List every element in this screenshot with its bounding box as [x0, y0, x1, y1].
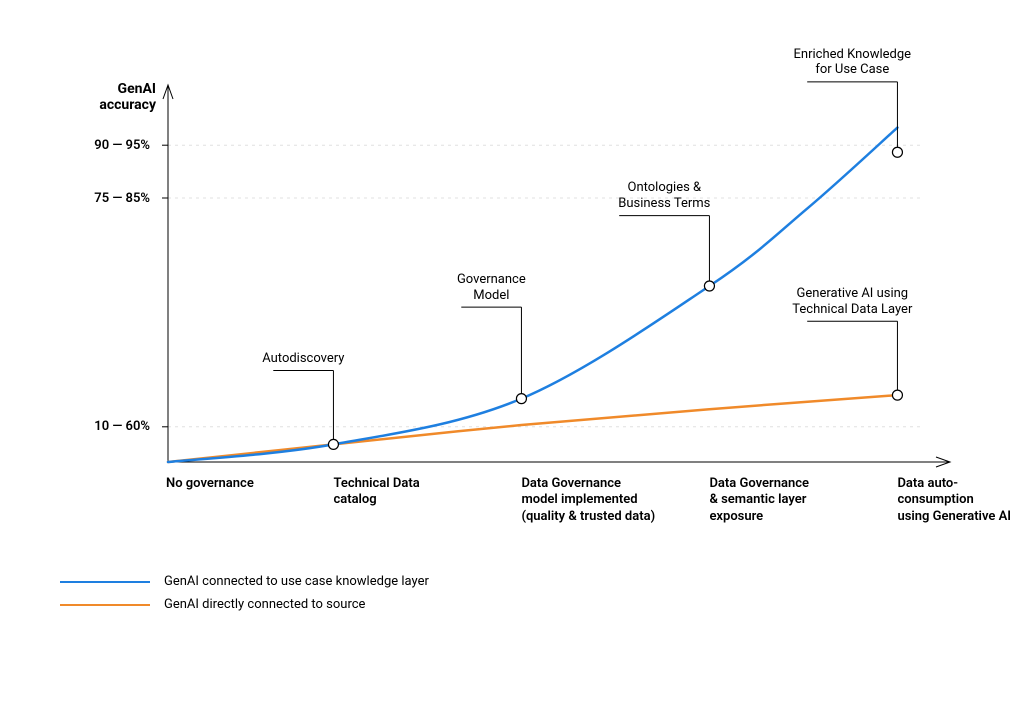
y-tick-label: 90 — 95% — [60, 138, 150, 153]
x-axis-category-label: Technical Data catalog — [333, 476, 483, 509]
callout-label-governance: Governance Model — [436, 272, 546, 303]
marker-enriched — [892, 147, 902, 157]
x-axis-category-label: Data auto- consumption using Generative … — [897, 476, 1024, 525]
legend-line-icon — [60, 581, 150, 583]
marker-autodiscovery — [328, 439, 338, 449]
legend-label: GenAI directly connected to source — [164, 597, 365, 612]
legend-item-knowledge: GenAI connected to use case knowledge la… — [60, 574, 429, 589]
chart-legend: GenAI connected to use case knowledge la… — [60, 574, 429, 620]
marker-ontologies — [704, 281, 714, 291]
legend-item-direct: GenAI directly connected to source — [60, 597, 429, 612]
y-tick-label: 75 — 85% — [60, 191, 150, 206]
callout-label-ontologies: Ontologies & Business Terms — [594, 180, 734, 211]
callout-label-enriched: Enriched Knowledge for Use Case — [767, 47, 937, 78]
y-axis-title: GenAI accuracy — [50, 81, 156, 113]
callout-label-autodiscovery: Autodiscovery — [248, 351, 358, 367]
callout-label-tech_layer: Generative AI using Technical Data Layer — [767, 286, 937, 317]
y-tick-label: 10 — 60% — [60, 419, 150, 434]
legend-line-icon — [60, 604, 150, 606]
x-axis-category-label: Data Governance & semantic layer exposur… — [709, 476, 869, 525]
x-axis-category-label: No governance — [166, 476, 276, 492]
marker-governance — [516, 394, 526, 404]
marker-tech_layer — [892, 390, 902, 400]
genai-accuracy-chart: GenAI accuracy 90 — 95%75 — 85%10 — 60% … — [0, 0, 1024, 723]
legend-label: GenAI connected to use case knowledge la… — [164, 574, 429, 589]
x-axis-category-label: Data Governance model implemented (quali… — [521, 476, 711, 525]
